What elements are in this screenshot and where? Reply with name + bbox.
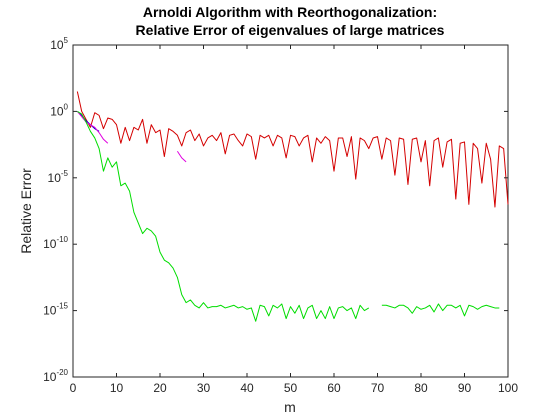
x-tick-label: 20 <box>153 381 167 395</box>
x-tick-label: 80 <box>414 381 428 395</box>
x-tick-label: 90 <box>458 381 472 395</box>
y-tick-exponent: 0 <box>64 102 69 111</box>
y-tick-exponent: -20 <box>56 368 68 377</box>
y-tick-base: 10 <box>48 171 62 185</box>
x-tick-label: 70 <box>371 381 385 395</box>
chart-title: Arnoldi Algorithm with Reorthogonalizati… <box>143 4 437 20</box>
y-tick-label: 10-20 <box>43 368 68 384</box>
y-tick-exponent: -15 <box>56 302 68 311</box>
x-axis-label: m <box>284 399 296 415</box>
y-tick-base: 10 <box>50 104 64 118</box>
y-tick-label: 105 <box>50 36 68 52</box>
y-axis-label: Relative Error <box>18 168 34 254</box>
y-tick-base: 10 <box>43 370 57 384</box>
chart-subtitle: Relative Error of eigenvalues of large m… <box>136 22 445 38</box>
y-tick-label: 100 <box>50 102 68 118</box>
y-tick-base: 10 <box>50 38 64 52</box>
x-tick-label: 60 <box>327 381 341 395</box>
y-tick-exponent: -5 <box>61 169 69 178</box>
x-tick-label: 40 <box>240 381 254 395</box>
x-tick-label: 10 <box>110 381 124 395</box>
y-tick-base: 10 <box>43 304 57 318</box>
tick-layer: 0 10 20 30 40 50 60 70 80 90 10010510010-510-1010-… <box>43 36 518 395</box>
x-tick-label: 100 <box>498 381 518 395</box>
y-tick-label: 10-10 <box>43 235 68 251</box>
plot-area <box>72 44 509 378</box>
x-tick-label: 50 <box>284 381 298 395</box>
series-line-1 <box>76 91 509 208</box>
y-tick-label: 10-15 <box>43 302 68 318</box>
x-tick-label: 30 <box>197 381 211 395</box>
y-tick-base: 10 <box>43 237 57 251</box>
series-layer <box>77 91 508 321</box>
y-tick-label: 10-5 <box>48 169 69 185</box>
y-tick-exponent: -10 <box>56 235 68 244</box>
y-tick-exponent: 5 <box>64 36 69 45</box>
x-tick-label: 0 <box>70 381 77 395</box>
